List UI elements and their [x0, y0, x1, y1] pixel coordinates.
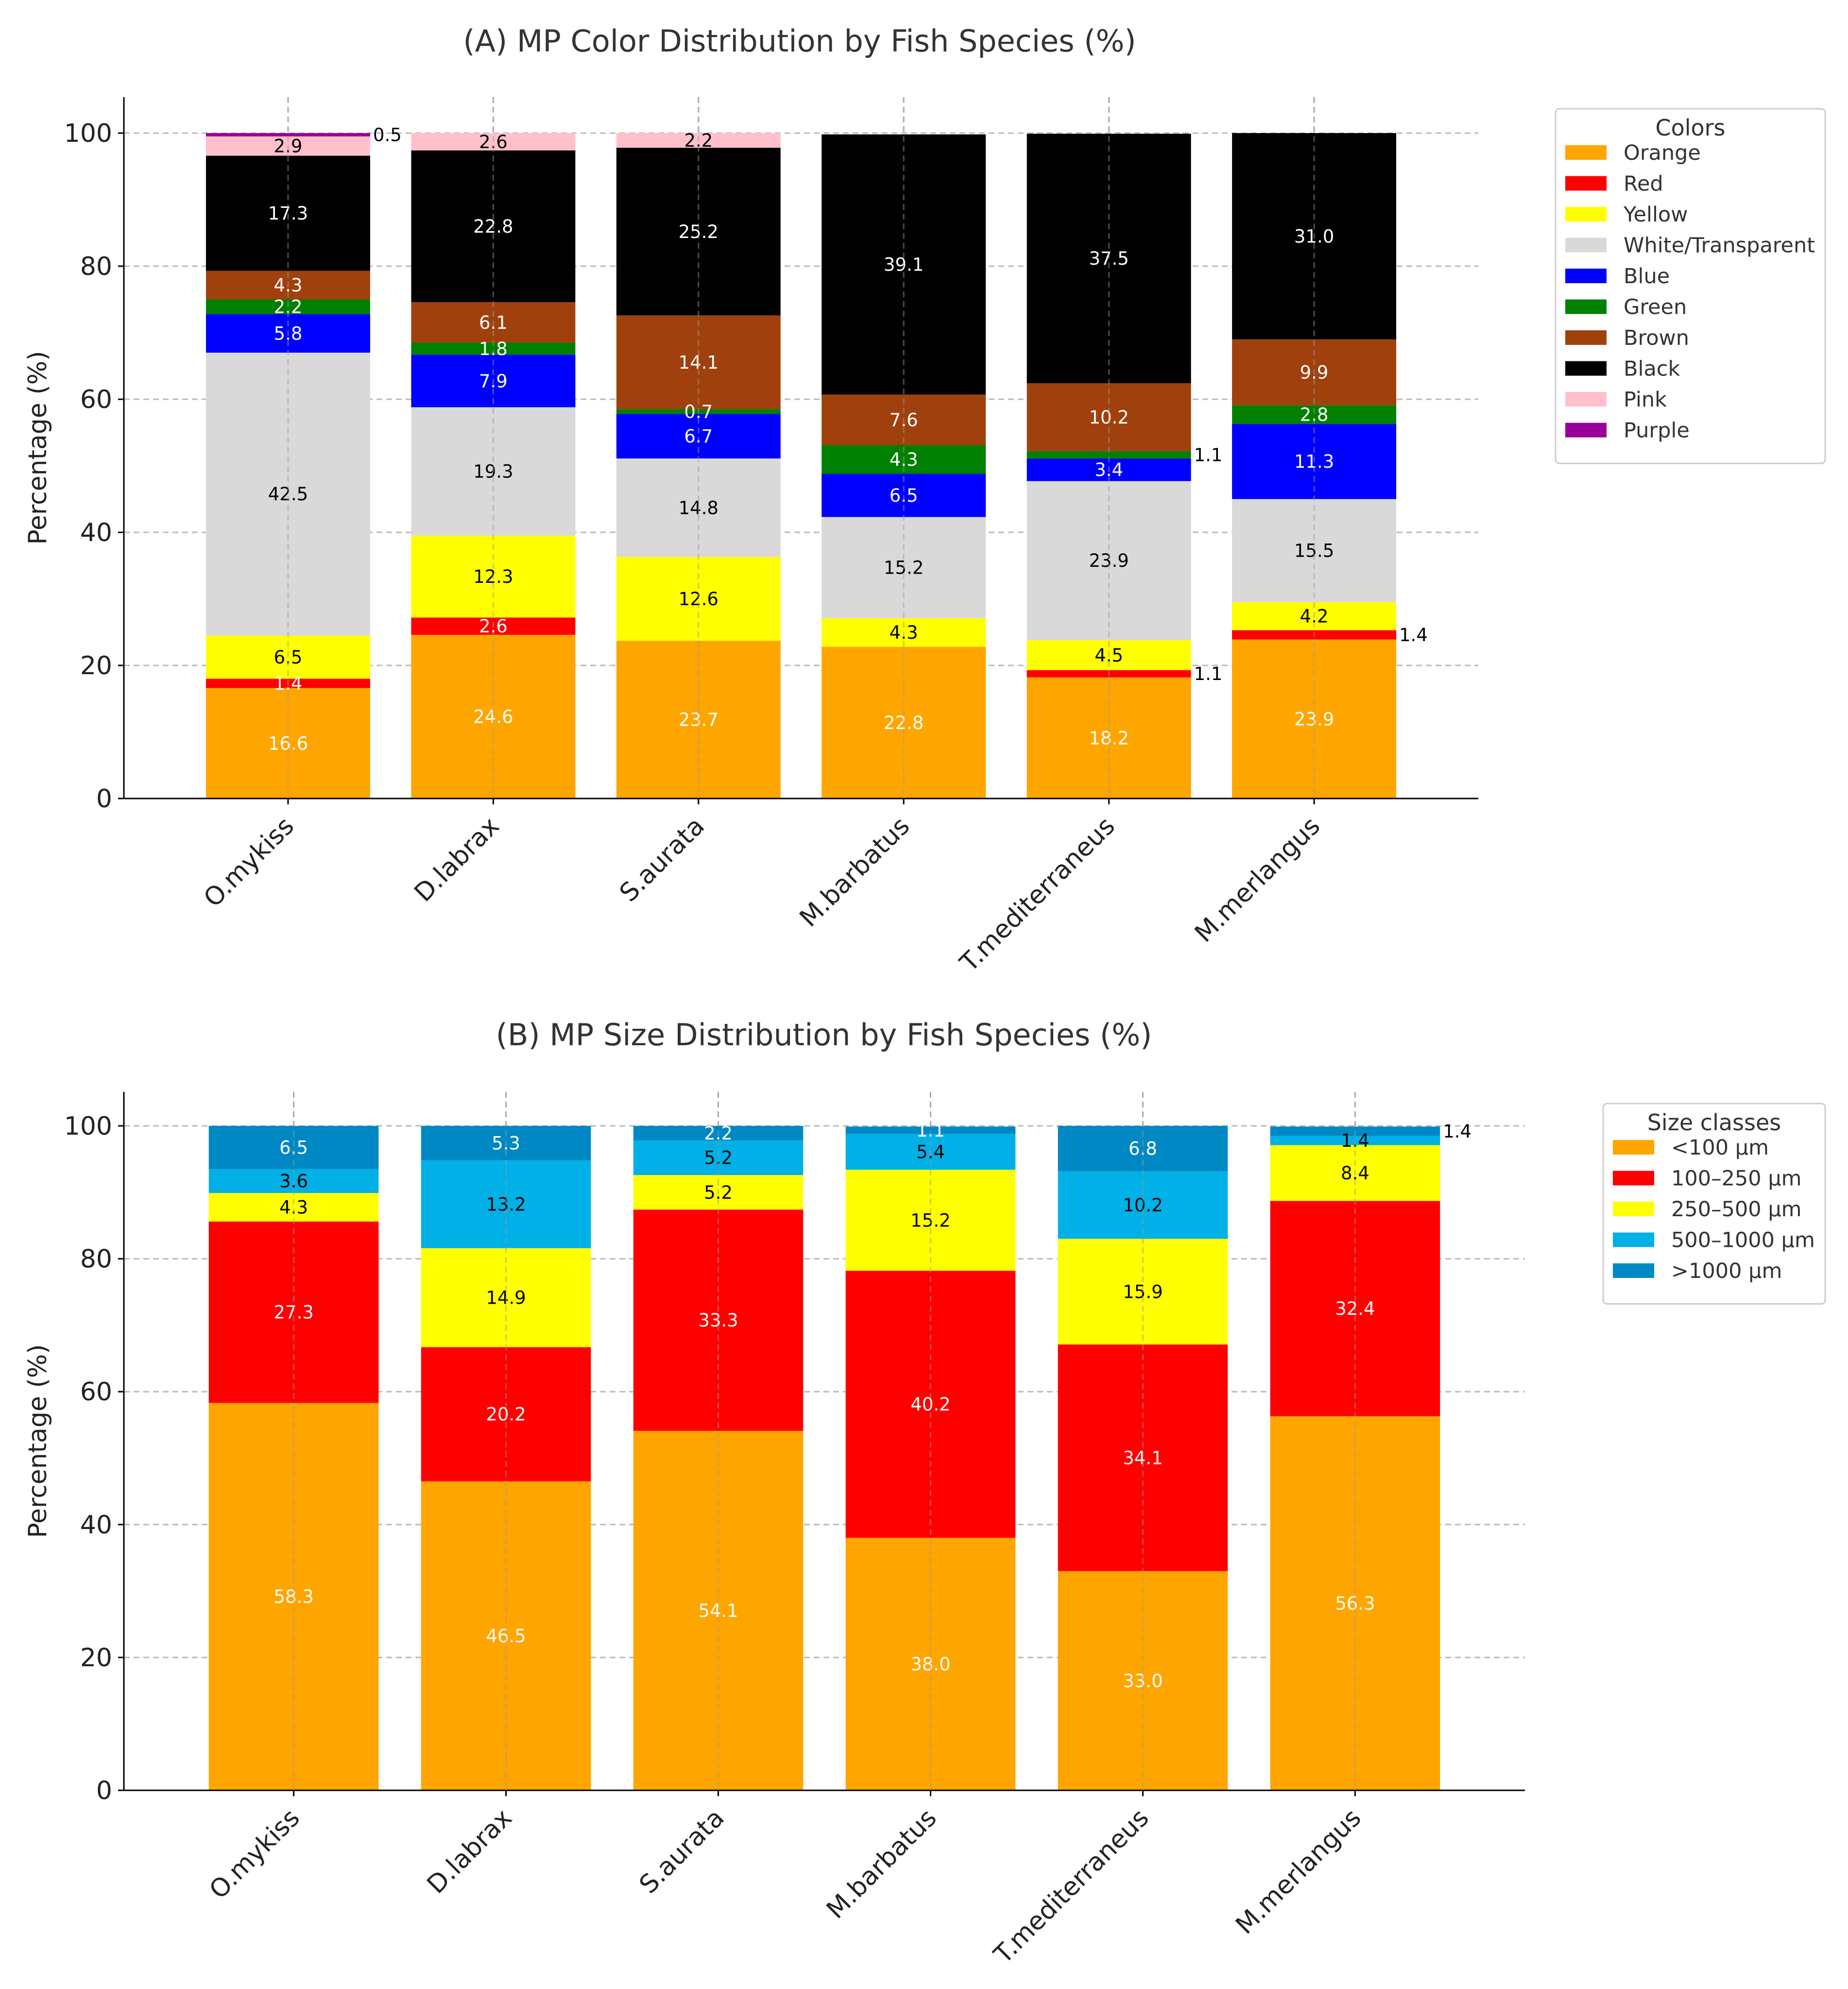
bar-stack-O.mykiss: 16.66.542.55.84.317.31.42.22.90.5: [205, 124, 402, 799]
legend-label: Green: [1624, 295, 1687, 320]
legend-label: Red: [1624, 172, 1663, 196]
legend-swatch: [1565, 207, 1607, 221]
legend-swatch: [1613, 1263, 1654, 1278]
data-label: 1.1: [1194, 444, 1223, 465]
data-label: 0.5: [373, 124, 402, 145]
legend-label: White/Transparent: [1624, 234, 1815, 258]
x-tick-label: M.barbatus: [821, 1803, 942, 1925]
legend-swatch: [1565, 361, 1607, 376]
x-tick-label: T.mediterraneus: [954, 812, 1120, 978]
y-axis-label: Percentage (%): [23, 351, 52, 544]
legend-label: Pink: [1624, 388, 1667, 412]
data-label: 1.4: [1399, 625, 1428, 646]
legend-label: Purple: [1624, 419, 1690, 443]
chart-title: (A) MP Color Distribution by Fish Specie…: [463, 23, 1136, 59]
legend-swatch: [1565, 392, 1607, 407]
legend-swatch: [1613, 1202, 1654, 1216]
y-tick-label: 60: [80, 1377, 112, 1407]
legend-label: 500–1000 µm: [1671, 1228, 1815, 1253]
chart-b-size-distribution: (B) MP Size Distribution by Fish Species…: [23, 1017, 1826, 1970]
y-tick-label: 100: [64, 1112, 112, 1141]
legend-swatch: [1613, 1171, 1654, 1186]
y-tick-label: 60: [80, 385, 112, 414]
y-tick-label: 100: [64, 119, 112, 148]
legend-label: <100 µm: [1671, 1136, 1769, 1160]
data-label: 1.1: [1194, 663, 1223, 684]
legend-label: Black: [1624, 357, 1680, 381]
x-tick-label: M.merlangus: [1189, 812, 1326, 948]
bar-stack-T.mediterraneus: 33.034.115.910.26.8: [1058, 1126, 1228, 1790]
legend-swatch: [1613, 1232, 1654, 1247]
x-tick-label: O.mykiss: [204, 1803, 306, 1905]
legend-box: [1555, 108, 1826, 464]
data-label: 1.4: [1443, 1121, 1472, 1142]
legend: Size classes<100 µm 100–250 µm 250–500 µm 5…: [1602, 1103, 1826, 1305]
bar-stack-D.labrax: 24.612.319.37.96.122.82.61.82.6: [411, 132, 576, 799]
bar-stack-M.merlangus: 56.332.48.41.4 1.4: [1270, 1121, 1472, 1790]
bar-stack-O.mykiss: 58.327.34.33.66.5: [208, 1126, 379, 1790]
bar-stack-D.labrax: 46.520.214.913.25.3: [421, 1126, 591, 1790]
legend-label: 100–250 µm: [1671, 1167, 1802, 1191]
y-tick-label: 20: [80, 651, 112, 680]
legend-label: Blue: [1624, 264, 1670, 289]
legend-label: 250–500 µm: [1671, 1197, 1802, 1222]
legend-swatch: [1565, 145, 1607, 160]
bar-segment: [205, 133, 370, 136]
bar-segment: [1027, 451, 1191, 459]
bar-segment: [845, 1126, 1016, 1134]
y-tick-label: 40: [80, 518, 112, 547]
legend-box: [1602, 1103, 1826, 1305]
legend-label: Brown: [1624, 326, 1689, 350]
x-tick-label: M.barbatus: [794, 812, 916, 933]
legend-swatch: [1565, 423, 1607, 438]
x-tick-label: D.labrax: [422, 1803, 518, 1900]
legend-label: Orange: [1624, 141, 1701, 165]
x-tick-label: S.aurata: [614, 812, 710, 908]
legend-title: Colors: [1655, 115, 1725, 141]
legend-swatch: [1565, 238, 1607, 253]
chart-title: (B) MP Size Distribution by Fish Species…: [496, 1017, 1152, 1053]
legend-swatch: [1565, 299, 1607, 314]
legend-label: Yellow: [1623, 203, 1688, 227]
x-tick-label: T.mediterraneus: [988, 1803, 1154, 1970]
legend-swatch: [1565, 269, 1607, 283]
y-tick-label: 20: [80, 1643, 112, 1672]
y-tick-label: 40: [80, 1511, 112, 1540]
y-tick-label: 80: [80, 1245, 112, 1274]
y-tick-label: 0: [96, 784, 112, 814]
chart-a-color-distribution: (A) MP Color Distribution by Fish Specie…: [23, 23, 1826, 978]
bar-segment: [208, 1193, 379, 1222]
x-tick-label: S.aurata: [634, 1803, 730, 1900]
bar-stack-M.merlangus: 23.94.215.511.39.931.01.42.8: [1232, 133, 1428, 799]
bar-stack-T.mediterraneus: 18.24.523.93.410.237.51.11.1: [1027, 134, 1223, 799]
y-tick-label: 80: [80, 252, 112, 281]
legend-swatch: [1565, 176, 1607, 191]
y-tick-label: 0: [96, 1776, 112, 1805]
legend-label: >1000 µm: [1671, 1259, 1782, 1283]
legend-swatch: [1565, 330, 1607, 345]
legend-swatch: [1613, 1140, 1654, 1155]
bar-stack-S.aurata: 23.712.614.86.714.125.20.72.2: [616, 130, 781, 799]
x-tick-label: D.labrax: [409, 812, 505, 908]
x-tick-label: O.mykiss: [198, 812, 300, 913]
y-axis-label: Percentage (%): [23, 1344, 52, 1538]
legend-title: Size classes: [1647, 1109, 1781, 1136]
x-tick-label: M.merlangus: [1230, 1803, 1367, 1940]
